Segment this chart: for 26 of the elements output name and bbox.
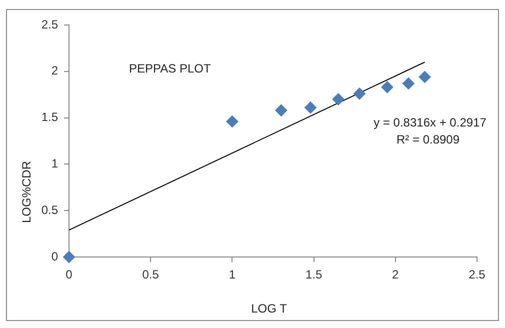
point	[275, 104, 288, 116]
y-axis-title: LOG%CDR	[19, 160, 34, 224]
text: PEPPAS PLOT	[129, 61, 212, 76]
x-tick-label: 1	[228, 268, 236, 282]
y-tick-label: 2.5	[41, 17, 58, 32]
x-tick-label: 2	[392, 268, 400, 282]
y-tick-label: 1.5	[41, 110, 58, 124]
point	[304, 102, 317, 114]
point	[226, 116, 238, 128]
x-tick-label: 0	[66, 268, 73, 282]
point	[381, 81, 394, 94]
x-axis-title: LOG T	[251, 301, 288, 316]
point	[332, 93, 344, 106]
x-tick-label: 1.5	[305, 268, 322, 282]
y-tick-label: 0	[51, 249, 58, 264]
point	[63, 251, 75, 263]
x-tick-label: 0.5	[142, 268, 160, 282]
y-tick-label: 1	[51, 156, 58, 171]
x-tick-label: 2.5	[468, 268, 486, 282]
annotation: y = 0.8316x + 0.2917	[374, 115, 487, 130]
y-tick-label: 2	[51, 64, 58, 78]
annotation: R² = 0.8909	[396, 132, 460, 146]
point	[418, 70, 431, 83]
point	[353, 88, 366, 100]
y-tick-label: 0.5	[41, 202, 58, 217]
point	[402, 77, 414, 90]
